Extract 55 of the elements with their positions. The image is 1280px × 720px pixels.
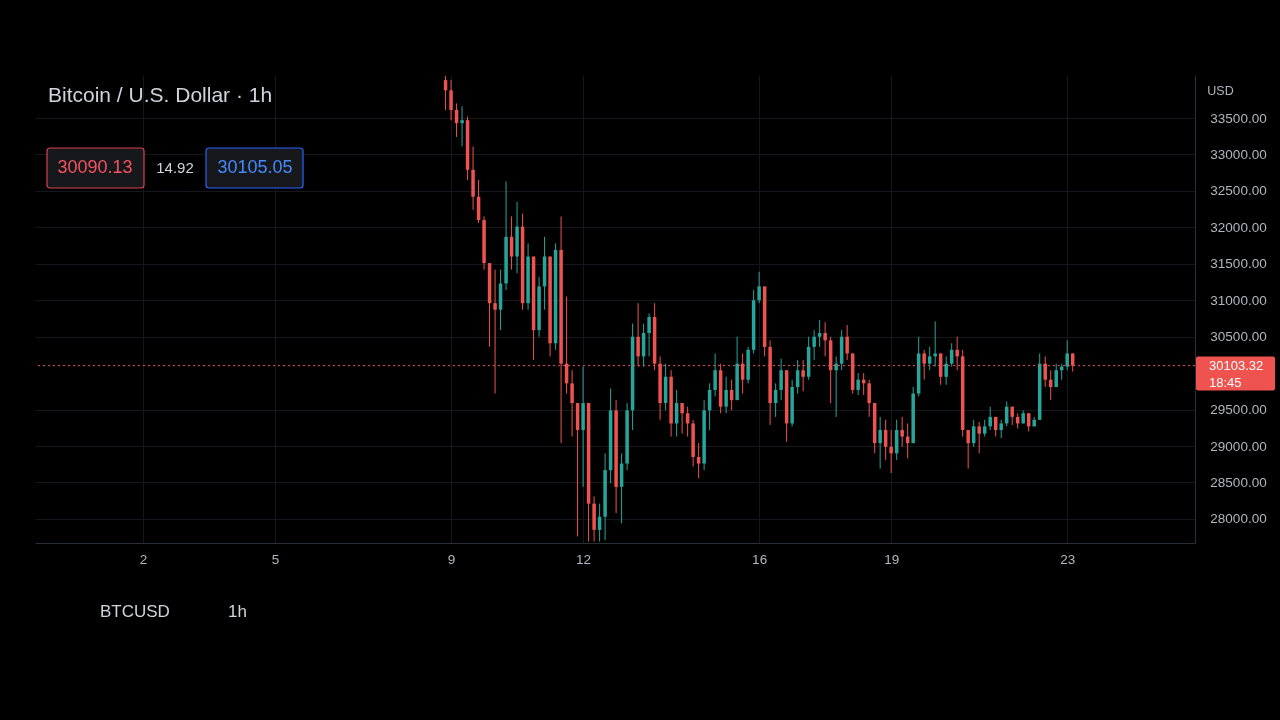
- candlestick: [856, 372, 860, 396]
- candlestick: [1065, 339, 1069, 371]
- candlestick: [988, 406, 992, 431]
- y-tick-label: 29000.00: [1210, 438, 1267, 454]
- y-tick-label: 33000.00: [1210, 146, 1267, 162]
- candlestick: [927, 346, 932, 371]
- y-tick-label: 29500.00: [1210, 402, 1267, 418]
- x-tick-label: 12: [576, 551, 592, 567]
- candlestick: [449, 79, 453, 121]
- x-tick-label: 23: [1060, 551, 1076, 567]
- x-tick-label: 9: [447, 551, 456, 567]
- candlestick: [977, 421, 981, 454]
- ref-line-label: 30103.32: [1209, 357, 1264, 373]
- candlestick: [647, 312, 651, 357]
- y-tick-label: 32500.00: [1210, 183, 1267, 199]
- candlestick: [999, 419, 1003, 439]
- y-axis-title: USD: [1207, 83, 1234, 98]
- text: 1h: [228, 602, 247, 621]
- y-tick-label: 31000.00: [1210, 292, 1267, 308]
- candlestick: [696, 442, 701, 479]
- candlestick: [823, 321, 827, 357]
- candlestick: [817, 319, 822, 348]
- x-tick-label: 5: [271, 551, 280, 567]
- y-tick-label: 28000.00: [1210, 511, 1267, 527]
- annotation: 14.92: [156, 159, 194, 176]
- candlestick: [834, 355, 838, 418]
- x-tick-label: 16: [752, 551, 768, 567]
- y-tick-label: 31500.00: [1210, 256, 1267, 272]
- text: 18:45: [1209, 375, 1242, 390]
- candlestick: [966, 429, 970, 470]
- x-tick-label: 19: [884, 551, 900, 567]
- candlestick: [878, 416, 882, 470]
- candlestick: [845, 324, 849, 361]
- candlestick: [460, 105, 464, 147]
- candlestick: [713, 352, 717, 397]
- candlestick: [889, 429, 893, 474]
- candlestick: [570, 369, 574, 438]
- text: BTCUSD: [100, 602, 170, 621]
- y-tick-label: 28500.00: [1210, 475, 1267, 490]
- candlestick: [724, 376, 728, 414]
- candlestick: [757, 271, 761, 304]
- candlestick: [680, 402, 684, 435]
- chart-title: Bitcoin / U.S. Dollar · 1h: [48, 83, 273, 106]
- annotation: 30090.13: [57, 157, 133, 177]
- y-tick-label: 32000.00: [1210, 219, 1267, 235]
- y-tick-label: 33500.00: [1210, 110, 1267, 126]
- candlestick: [900, 416, 904, 448]
- candlestick: [779, 358, 783, 401]
- annotation: 30105.05: [217, 157, 293, 177]
- candlestick: [944, 355, 948, 386]
- y-tick-label: 30500.00: [1210, 329, 1267, 345]
- candlestick: [933, 320, 937, 368]
- candlestick: [867, 379, 871, 418]
- candlestick: [812, 329, 816, 361]
- x-tick-label: 2: [139, 551, 148, 567]
